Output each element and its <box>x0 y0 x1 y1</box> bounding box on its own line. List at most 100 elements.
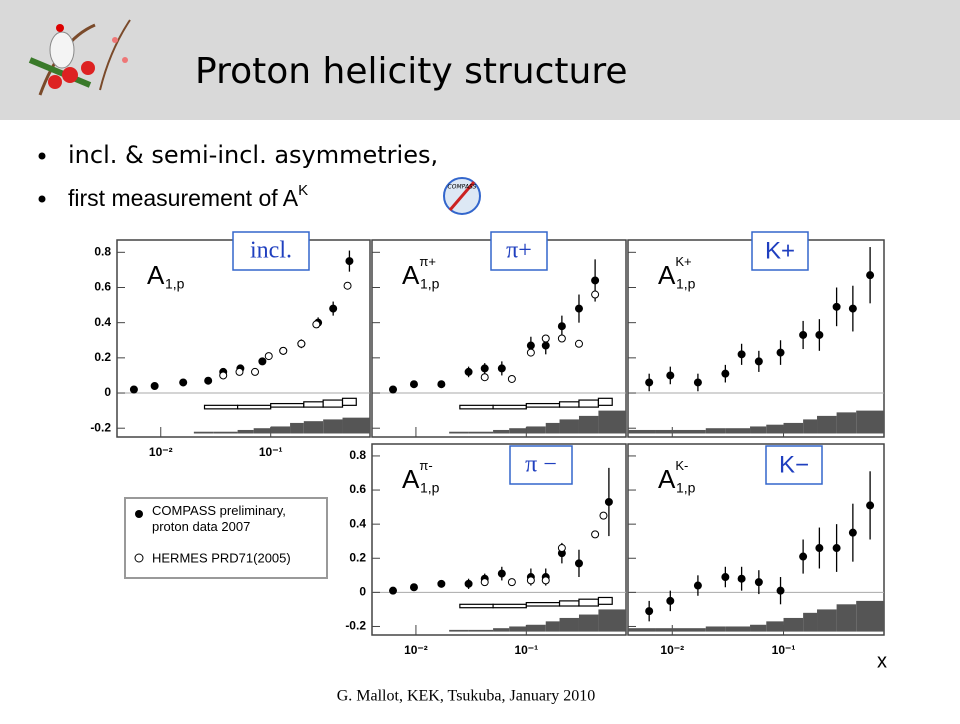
hermes-band-bin <box>270 402 305 408</box>
data-point <box>279 346 288 355</box>
bullet-text: first measurement of A <box>68 185 299 211</box>
y-tick-label: 0.4 <box>349 516 366 530</box>
data-point <box>329 304 338 313</box>
data-point <box>591 530 600 539</box>
y-tick-label: 0.8 <box>94 244 111 258</box>
x-tick-label: 10⁻¹ <box>259 445 283 459</box>
y-label-sub: 1,p <box>420 276 440 292</box>
y-label: AK+ <box>658 254 692 289</box>
data-point <box>557 322 566 331</box>
data-point <box>497 364 506 373</box>
data-point <box>666 371 675 380</box>
data-point <box>264 352 273 361</box>
data-point <box>866 271 875 280</box>
data-point <box>754 357 763 366</box>
y-label-main: A <box>658 260 676 290</box>
panel-label-box <box>509 445 573 485</box>
syst-band-bin <box>449 431 469 434</box>
data-point <box>480 364 489 373</box>
data-point <box>848 528 857 537</box>
syst-band-bin <box>526 426 546 434</box>
bullet-text: incl. & semi-incl. asymmetries, <box>68 141 438 169</box>
data-point <box>557 544 566 553</box>
y-tick-label: 0.6 <box>94 280 111 294</box>
y-label-main: A <box>402 464 420 494</box>
hermes-band-bin <box>459 404 494 410</box>
data-point <box>526 576 535 585</box>
bullet <box>38 195 46 203</box>
hermes-band-bin <box>597 397 613 406</box>
hermes-band-bin <box>459 603 494 609</box>
syst-band-bin <box>559 419 579 434</box>
data-point <box>574 559 583 568</box>
hermes-band-bin <box>525 601 561 607</box>
data-point <box>389 586 398 595</box>
syst-band-bin <box>545 621 560 632</box>
syst-band-bin <box>836 604 857 632</box>
data-point <box>799 330 808 339</box>
data-point <box>776 586 785 595</box>
data-point <box>693 378 702 387</box>
y-tick-label: 0 <box>359 585 366 599</box>
hermes-band-bin <box>492 404 527 410</box>
data-point <box>737 574 746 583</box>
data-point <box>599 511 608 520</box>
bullet <box>38 152 46 160</box>
data-point <box>507 374 516 383</box>
data-point <box>437 380 446 389</box>
x-tick-label: 10⁻² <box>660 643 684 657</box>
syst-band-bin <box>598 609 626 632</box>
y-label-main: A <box>147 260 165 290</box>
syst-band-bin <box>628 628 656 632</box>
panel-label: K+ <box>765 237 795 264</box>
legend: COMPASS preliminary, proton data 2007 HE… <box>124 497 328 579</box>
data-point <box>409 380 418 389</box>
syst-band-bin <box>578 614 599 632</box>
syst-band-bin <box>468 629 494 632</box>
data-point <box>721 369 730 378</box>
data-point <box>776 348 785 357</box>
syst-band-bin <box>290 422 304 434</box>
y-label-sup: π+ <box>419 254 436 269</box>
syst-band-bin <box>725 428 751 434</box>
panel-label-box <box>765 445 823 485</box>
syst-band-bin <box>628 429 656 434</box>
data-point <box>464 367 473 376</box>
data-point <box>693 581 702 590</box>
panel-frame <box>627 239 885 438</box>
data-point <box>150 381 159 390</box>
legend-text-box: COMPASS preliminary, proton data 2007 <box>152 503 286 534</box>
syst-band-bin <box>803 612 818 632</box>
syst-band-bin <box>323 419 343 434</box>
data-point <box>866 501 875 510</box>
x-tick-label: 10⁻² <box>404 643 428 657</box>
syst-band-bin <box>725 626 751 632</box>
syst-band-bin <box>750 426 767 434</box>
data-point <box>541 341 550 350</box>
data-point <box>204 376 213 385</box>
data-point <box>480 373 489 382</box>
y-label: AK- <box>658 458 688 493</box>
y-label-sup: K+ <box>675 254 691 269</box>
hermes-band-bin <box>597 596 613 605</box>
y-tick-label: 0.2 <box>349 550 366 564</box>
data-point <box>297 339 306 348</box>
y-label-sup: π- <box>419 458 432 473</box>
hermes-band-bin <box>341 397 357 406</box>
data-point <box>258 357 267 366</box>
legend-label: COMPASS preliminary, proton data 2007 <box>152 503 286 534</box>
data-point <box>604 497 613 506</box>
hermes-band-bin <box>203 404 239 410</box>
syst-band-bin <box>766 621 784 632</box>
syst-band-bin <box>509 626 527 632</box>
syst-band-bin <box>526 624 546 632</box>
hermes-band-bin <box>303 401 324 408</box>
legend-label: HERMES PRD71(2005) <box>152 550 291 565</box>
y-label-sub: 1,p <box>676 276 696 292</box>
syst-band-bin <box>856 410 884 434</box>
syst-band-bin <box>253 428 271 434</box>
syst-band-bin <box>303 421 324 434</box>
hermes-band-bin <box>558 600 580 607</box>
